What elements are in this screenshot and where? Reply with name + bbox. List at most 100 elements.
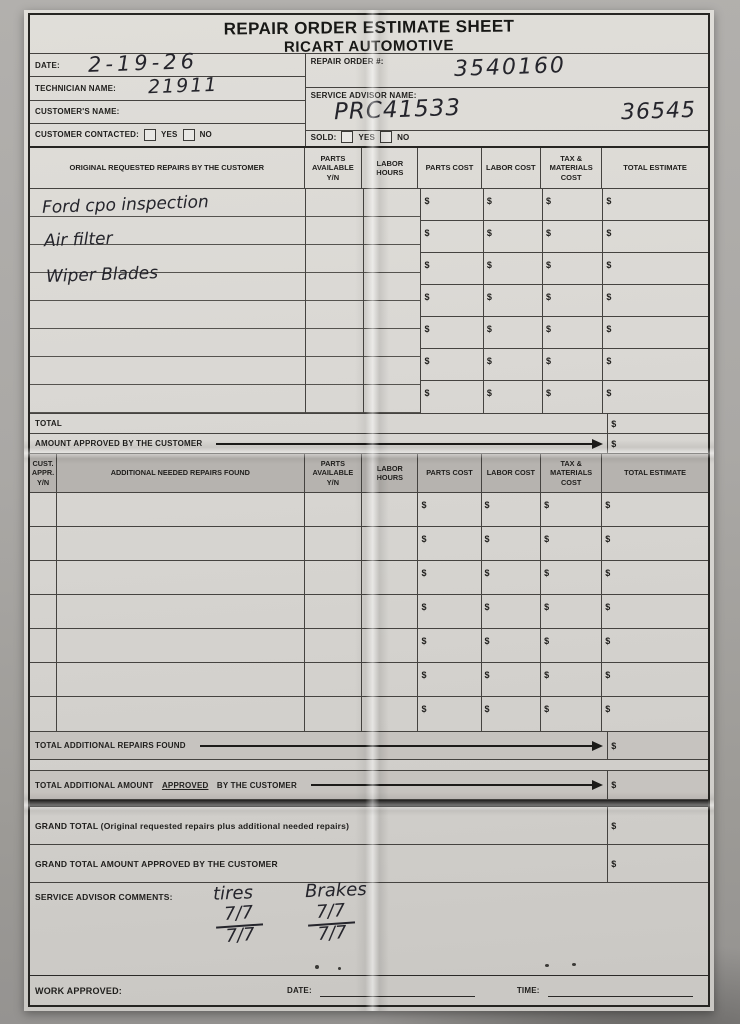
estimate-cell: $ [421, 253, 484, 285]
technician-handwritten-value: 21911 [147, 74, 219, 99]
dollar-sign: $ [484, 500, 490, 510]
sold-yes-checkbox [341, 131, 354, 143]
repair-order-sheet: REPAIR ORDER ESTIMATE SHEET RICART AUTOM… [24, 10, 714, 1011]
estimate-cell [30, 595, 58, 629]
amount-approved-label: AMOUNT APPROVED BY THE CUSTOMER [35, 439, 203, 448]
estimate-cell: $ [542, 253, 604, 285]
dollar-sign: $ [605, 602, 611, 612]
dollar-sign: $ [544, 636, 550, 646]
estimate-cell: $ [421, 285, 484, 317]
estimate-cell: $ [483, 317, 543, 349]
estimate-cell: $ [542, 349, 604, 381]
sold-field: SOLD: YES NO [306, 131, 708, 143]
estimate-cell: $ [602, 527, 708, 561]
estimate-cell: $ [484, 381, 543, 413]
estimate-cell: $ [603, 285, 708, 317]
ink-speck [314, 965, 319, 969]
estimate-cell: $ [418, 527, 482, 561]
total-label: TOTAL [35, 419, 62, 428]
dollar-sign: $ [544, 704, 550, 714]
estimate-cell [30, 663, 58, 697]
column-header-labor-cost: LABOR COST [482, 148, 542, 188]
dollar-sign: $ [545, 196, 551, 206]
dollar-sign: $ [484, 704, 490, 714]
estimate-cell [362, 493, 419, 527]
labor-hours-column [364, 189, 422, 413]
estimate-cell: $ [603, 317, 708, 349]
footer-date-label: DATE: [286, 986, 312, 995]
estimate-cell [305, 697, 363, 731]
dollar-sign: $ [421, 670, 427, 680]
estimate-cell: $ [542, 317, 604, 349]
repair-entry-2: Air filter [43, 228, 113, 252]
customer-contacted-yes-label: YES [160, 130, 178, 140]
estimate-cell: $ [482, 697, 542, 731]
original-repairs-table-header: ORIGINAL REQUESTED REPAIRS BY THE CUSTOM… [30, 146, 708, 189]
service-advisor-label: SERVICE ADVISOR NAME: [310, 91, 417, 100]
estimate-cell: $ [483, 221, 543, 253]
service-advisor-handwritten-number: 36545 [620, 97, 697, 126]
dollar-sign: $ [424, 356, 430, 366]
estimate-cell: $ [481, 595, 542, 629]
form-title: REPAIR ORDER ESTIMATE SHEET RICART AUTOM… [30, 15, 708, 56]
estimate-cell: $ [418, 493, 482, 527]
dollar-sign: $ [424, 292, 430, 302]
dollar-sign: $ [545, 388, 551, 398]
estimate-cell [57, 595, 305, 629]
estimate-cell: $ [421, 189, 484, 221]
date-label: DATE: [35, 60, 60, 70]
estimate-cell [304, 663, 363, 697]
dollar-sign: $ [421, 636, 427, 646]
total-additional-approved-label-zone: TOTAL ADDITIONAL AMOUNT APPROVED BY THE … [30, 771, 609, 799]
brakes-measurement-fraction: 7/7 7/7 [306, 900, 357, 945]
estimate-cell [57, 629, 305, 663]
service-advisor-comments-label: SERVICE ADVISOR COMMENTS: [35, 892, 173, 902]
ink-speck [545, 964, 550, 967]
estimate-cell: $ [542, 221, 604, 253]
estimate-cell [30, 697, 58, 731]
parts-available-column [305, 189, 365, 413]
estimate-cell: $ [541, 493, 603, 527]
work-approved-row: WORK APPROVED: DATE: TIME: [30, 976, 708, 1005]
estimate-cell [57, 561, 305, 595]
dollar-sign: $ [545, 324, 551, 334]
dollar-sign: $ [484, 636, 490, 646]
total-additional-repairs-row: TOTAL ADDITIONAL REPAIRS FOUND $ [30, 732, 708, 760]
estimate-cell: $ [602, 595, 708, 629]
dollar-sign: $ [544, 670, 550, 680]
estimate-cell [57, 493, 305, 527]
estimate-cell: $ [602, 561, 708, 595]
estimate-cell: $ [543, 381, 604, 413]
dollar-sign: $ [424, 324, 430, 334]
repair-entry-1: Ford cpo inspection [41, 192, 210, 218]
amount-approved-dollar-zone: $ [608, 434, 708, 453]
estimate-cell: $ [418, 629, 482, 663]
estimate-cell [304, 493, 363, 527]
grand-total-row: GRAND TOTAL (Original requested repairs … [30, 807, 708, 845]
service-advisor-handwritten-value: PRC41533 [333, 94, 462, 126]
estimate-cell: $ [481, 663, 542, 697]
estimate-cell: $ [483, 189, 543, 221]
dollar-sign: $ [421, 568, 427, 578]
dollar-sign: $ [606, 292, 612, 302]
customer-contacted-no-checkbox [182, 128, 195, 141]
brakes-handwritten-label: Brakes [304, 878, 367, 903]
dollar-sign: $ [605, 568, 611, 578]
date-field: DATE: 2-19-26 [30, 49, 305, 78]
column-header-tax-materials: TAX & MATERIALS COST [541, 148, 603, 188]
dollar-sign: $ [544, 602, 550, 612]
estimate-cell: $ [603, 253, 708, 285]
repair-order-handwritten-value: 3540160 [454, 53, 567, 82]
dollar-sign: $ [484, 568, 490, 578]
total-additional-label: TOTAL ADDITIONAL REPAIRS FOUND [35, 741, 186, 750]
total-additional-approved-dollar-zone: $ [608, 771, 708, 799]
dollar-sign: $ [424, 388, 430, 398]
dollar-sign: $ [421, 534, 427, 544]
amount-approved-label-zone: AMOUNT APPROVED BY THE CUSTOMER [30, 434, 609, 453]
estimate-cell [362, 527, 419, 561]
dollar-sign: $ [606, 356, 612, 366]
service-advisor-field: SERVICE ADVISOR NAME: PRC41533 36545 [305, 88, 708, 131]
dollar-sign: $ [611, 740, 617, 751]
estimate-cell [57, 663, 305, 697]
